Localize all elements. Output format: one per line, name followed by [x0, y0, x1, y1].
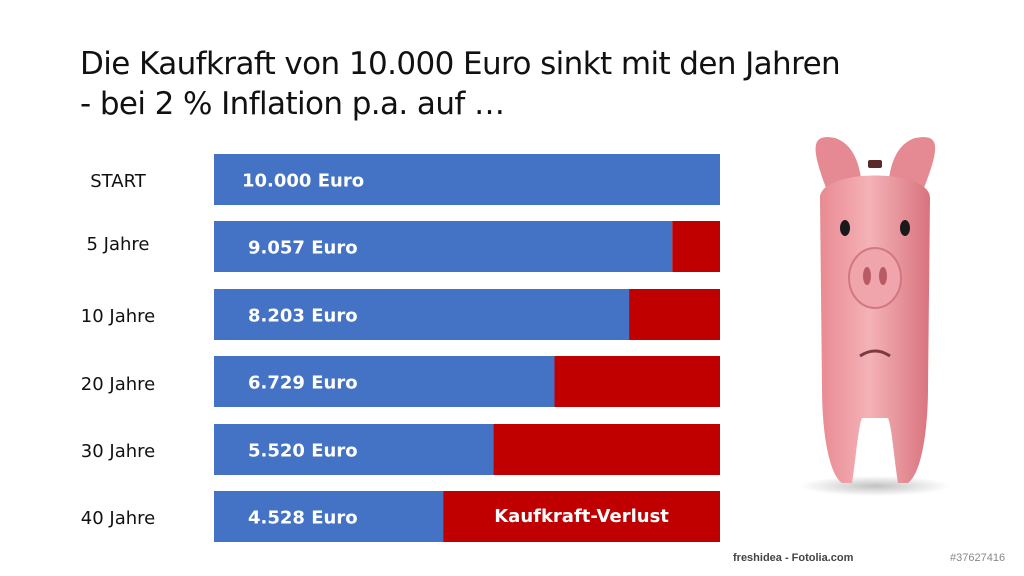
bar-value-label: 10.000 Euro — [242, 171, 364, 192]
bar-purchasing-power — [214, 491, 444, 542]
bar-purchasing-power-loss — [493, 424, 720, 475]
photo-credit: freshidea - Fotolia.com — [733, 552, 854, 564]
bar-value-label: 6.729 Euro — [248, 373, 358, 394]
bar-purchasing-power — [214, 424, 494, 475]
category-label: 10 Jahre — [81, 306, 155, 327]
category-label: 5 Jahre — [87, 234, 150, 255]
bar-value-label: 8.203 Euro — [248, 306, 358, 327]
bar-purchasing-power-loss — [554, 356, 720, 407]
bar-value-label: 4.528 Euro — [248, 508, 358, 529]
chart-title: Die Kaufkraft von 10.000 Euro sinkt mit … — [80, 46, 841, 122]
bar-value-label: 9.057 Euro — [248, 238, 358, 259]
bar-purchasing-power — [214, 289, 630, 340]
bar-purchasing-power-loss — [629, 289, 720, 340]
category-label: 20 Jahre — [81, 374, 155, 395]
category-label: 30 Jahre — [81, 441, 155, 462]
bar-purchasing-power — [214, 356, 555, 407]
bar-purchasing-power — [214, 154, 720, 205]
bar-purchasing-power-loss — [443, 491, 720, 542]
bar-value-label: 5.520 Euro — [248, 441, 358, 462]
loss-annotation: Kaufkraft-Verlust — [494, 506, 669, 527]
piggy-bank-illustration — [800, 137, 950, 496]
bar-purchasing-power — [214, 221, 673, 272]
bar-purchasing-power-loss — [672, 221, 720, 272]
category-label: 40 Jahre — [81, 508, 155, 529]
category-label: START — [90, 171, 147, 192]
image-id: #37627416 — [950, 552, 1006, 564]
